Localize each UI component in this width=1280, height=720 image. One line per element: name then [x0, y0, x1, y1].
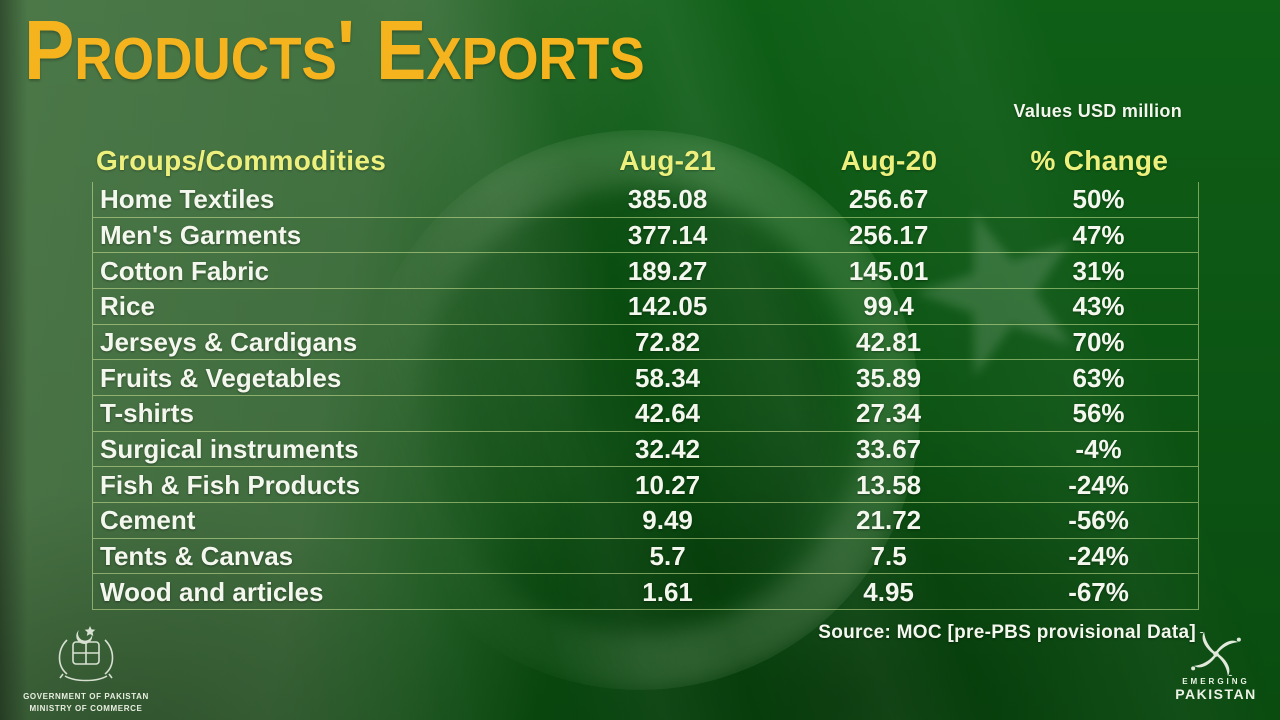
commodity-cell: Tents & Canvas: [100, 540, 294, 571]
commodity-cell: Home Textiles: [100, 184, 275, 215]
aug20-cell: 99.4: [863, 291, 914, 322]
emerging-pakistan-logo: EMERGING PAKISTAN: [1166, 632, 1266, 702]
values-unit-note: Values USD million: [1013, 101, 1182, 121]
change-cell: 31%: [1072, 255, 1125, 286]
source-note: Source: MOC [pre-PBS provisional Data]: [818, 622, 1196, 643]
table-row: Cotton Fabric 189.27 145.01 31%: [93, 253, 1198, 289]
gov-logo-line2: MINISTRY OF COMMERCE: [29, 704, 143, 713]
change-cell: 47%: [1072, 219, 1125, 250]
change-cell: 63%: [1072, 362, 1125, 393]
table-row: Fish & Fish Products 10.27 13.58 -24%: [93, 467, 1198, 503]
exports-table: Groups/Commodities Aug-21 Aug-20 % Chang…: [92, 139, 1199, 610]
aug20-cell: 33.67: [856, 433, 922, 464]
aug20-cell: 42.81: [856, 326, 922, 357]
aug20-cell: 7.5: [870, 540, 907, 571]
table-row: Rice 142.05 99.4 43%: [93, 289, 1198, 325]
aug20-cell: 35.89: [856, 362, 922, 393]
header-aug-20: Aug-20: [840, 144, 938, 176]
aug20-cell: 145.01: [848, 255, 929, 286]
aug21-cell: 72.82: [635, 326, 701, 357]
commodity-cell: Fish & Fish Products: [100, 469, 361, 500]
commodity-cell: Rice: [100, 291, 155, 322]
state-emblem-icon: [58, 626, 114, 682]
emerging-pakistan-swirl-icon: [1191, 632, 1241, 676]
header-groups-commodities: Groups/Commodities: [96, 144, 387, 176]
table-header-row: Groups/Commodities Aug-21 Aug-20 % Chang…: [92, 139, 1199, 182]
emerging-label: EMERGING: [1182, 677, 1250, 686]
aug20-cell: 256.67: [848, 184, 929, 215]
aug20-cell: 4.95: [863, 576, 914, 607]
aug21-cell: 32.42: [635, 433, 701, 464]
commodity-cell: Fruits & Vegetables: [100, 362, 342, 393]
aug21-cell: 385.08: [627, 184, 708, 215]
table-row: Fruits & Vegetables 58.34 35.89 63%: [93, 360, 1198, 396]
change-cell: -56%: [1068, 505, 1129, 536]
commodity-cell: Jerseys & Cardigans: [100, 326, 358, 357]
table-body: Home Textiles 385.08 256.67 50% Men's Ga…: [92, 182, 1199, 610]
commodity-cell: Cement: [100, 505, 196, 536]
change-cell: 50%: [1072, 184, 1125, 215]
gov-logo-line1: GOVERNMENT OF PAKISTAN: [23, 692, 149, 701]
aug21-cell: 189.27: [627, 255, 708, 286]
aug21-cell: 5.7: [649, 540, 686, 571]
commodity-cell: Wood and articles: [100, 576, 324, 607]
table-row: Home Textiles 385.08 256.67 50%: [93, 182, 1198, 218]
table-row: Cement 9.49 21.72 -56%: [93, 503, 1198, 539]
table-row: Jerseys & Cardigans 72.82 42.81 70%: [93, 325, 1198, 361]
table-row: T-shirts 42.64 27.34 56%: [93, 396, 1198, 432]
change-cell: 43%: [1072, 291, 1125, 322]
header-aug-21: Aug-21: [619, 144, 716, 176]
aug21-cell: 42.64: [635, 398, 701, 429]
aug21-cell: 377.14: [627, 219, 708, 250]
table-row: Wood and articles 1.61 4.95 -67%: [93, 574, 1198, 610]
aug20-cell: 256.17: [848, 219, 929, 250]
change-cell: -4%: [1075, 433, 1122, 464]
government-of-pakistan-logo: GOVERNMENT OF PAKISTAN MINISTRY OF COMME…: [16, 622, 156, 715]
aug21-cell: 9.49: [642, 505, 693, 536]
commodity-cell: T-shirts: [100, 398, 194, 429]
change-cell: -24%: [1068, 469, 1129, 500]
aug20-cell: 27.34: [856, 398, 922, 429]
change-cell: -67%: [1068, 576, 1129, 607]
commodity-cell: Men's Garments: [100, 219, 302, 250]
pakistan-label: PAKISTAN: [1175, 685, 1257, 702]
change-cell: -24%: [1068, 540, 1129, 571]
table-row: Men's Garments 377.14 256.17 47%: [93, 218, 1198, 254]
commodity-cell: Cotton Fabric: [100, 255, 269, 286]
aug20-cell: 13.58: [856, 469, 922, 500]
aug21-cell: 1.61: [642, 576, 693, 607]
change-cell: 70%: [1072, 326, 1125, 357]
page-title: Products' Exports: [24, 3, 645, 97]
aug21-cell: 58.34: [635, 362, 701, 393]
aug21-cell: 10.27: [635, 469, 701, 500]
aug20-cell: 21.72: [856, 505, 922, 536]
header-pct-change: % Change: [1030, 144, 1169, 176]
change-cell: 56%: [1072, 398, 1125, 429]
commodity-cell: Surgical instruments: [100, 433, 359, 464]
aug21-cell: 142.05: [627, 291, 708, 322]
table-row: Surgical instruments 32.42 33.67 -4%: [93, 432, 1198, 468]
table-row: Tents & Canvas 5.7 7.5 -24%: [93, 539, 1198, 575]
